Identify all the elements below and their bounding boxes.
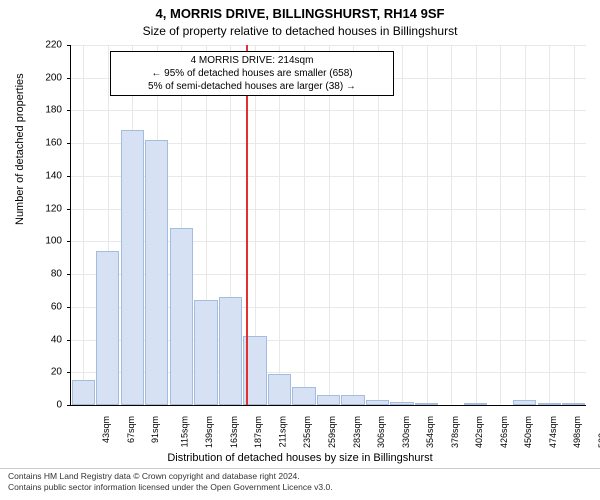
ytick-mark <box>67 340 71 341</box>
bar <box>390 402 413 405</box>
bar <box>317 395 340 405</box>
bar <box>96 251 119 405</box>
xtick-label: 498sqm <box>572 416 582 448</box>
xtick-label: 91sqm <box>150 416 160 443</box>
bar <box>366 400 389 405</box>
reference-line <box>246 45 248 405</box>
xtick-label: 235sqm <box>302 416 312 448</box>
xtick-label: 306sqm <box>376 416 386 448</box>
ytick-label: 60 <box>0 301 62 312</box>
gridline-v <box>476 45 477 405</box>
footer-line-1: Contains HM Land Registry data © Crown c… <box>8 471 592 482</box>
gridline-v <box>451 45 452 405</box>
ytick-label: 180 <box>0 105 62 116</box>
bar <box>268 374 291 405</box>
gridline-v <box>378 45 379 405</box>
ytick-label: 120 <box>0 203 62 214</box>
annotation-line: 5% of semi-detached houses are larger (3… <box>117 80 387 93</box>
ytick-mark <box>67 274 71 275</box>
annotation-box: 4 MORRIS DRIVE: 214sqm← 95% of detached … <box>110 51 394 96</box>
gridline-v <box>329 45 330 405</box>
xtick-label: 67sqm <box>126 416 136 443</box>
chart-subtitle: Size of property relative to detached ho… <box>0 24 600 38</box>
bar <box>145 140 168 405</box>
ytick-mark <box>67 209 71 210</box>
ytick-label: 20 <box>0 367 62 378</box>
ytick-label: 200 <box>0 72 62 83</box>
xtick-label: 211sqm <box>277 416 287 447</box>
footer-line-2: Contains public sector information licen… <box>8 482 592 493</box>
ytick-mark <box>67 372 71 373</box>
gridline-v <box>500 45 501 405</box>
ytick-mark <box>67 307 71 308</box>
xtick-label: 163sqm <box>229 416 239 448</box>
ytick-mark <box>67 110 71 111</box>
bar <box>538 403 561 405</box>
bar <box>194 300 217 405</box>
ytick-mark <box>67 143 71 144</box>
bar <box>513 400 536 405</box>
ytick-mark <box>67 241 71 242</box>
gridline-v <box>525 45 526 405</box>
xtick-label: 330sqm <box>401 416 411 448</box>
xtick-label: 378sqm <box>450 416 460 448</box>
ytick-label: 0 <box>0 400 62 411</box>
ytick-label: 80 <box>0 269 62 280</box>
bar <box>292 387 315 405</box>
ytick-label: 40 <box>0 334 62 345</box>
chart-title: 4, MORRIS DRIVE, BILLINGSHURST, RH14 9SF <box>0 6 600 21</box>
gridline-v <box>402 45 403 405</box>
bar <box>72 380 95 405</box>
ytick-label: 220 <box>0 40 62 51</box>
xtick-label: 139sqm <box>204 416 214 448</box>
annotation-line: 4 MORRIS DRIVE: 214sqm <box>117 54 387 67</box>
footer: Contains HM Land Registry data © Crown c… <box>0 468 600 498</box>
x-axis-label: Distribution of detached houses by size … <box>0 452 600 464</box>
bar <box>341 395 364 405</box>
xtick-label: 426sqm <box>499 416 509 448</box>
xtick-label: 43sqm <box>101 416 111 443</box>
ytick-mark <box>67 78 71 79</box>
ytick-mark <box>67 176 71 177</box>
xtick-label: 187sqm <box>253 416 263 448</box>
xtick-label: 283sqm <box>352 416 362 448</box>
bar <box>121 130 144 405</box>
ytick-label: 160 <box>0 138 62 149</box>
plot-area <box>70 45 586 406</box>
xtick-label: 354sqm <box>425 416 435 448</box>
xtick-label: 450sqm <box>523 416 533 448</box>
bar <box>562 403 585 405</box>
ytick-mark <box>67 45 71 46</box>
bar <box>464 403 487 405</box>
gridline-v <box>549 45 550 405</box>
annotation-line: ← 95% of detached houses are smaller (65… <box>117 67 387 80</box>
gridline-v <box>279 45 280 405</box>
ytick-mark <box>67 405 71 406</box>
gridline-v <box>574 45 575 405</box>
bar <box>219 297 242 405</box>
xtick-label: 259sqm <box>327 416 337 448</box>
gridline-v <box>353 45 354 405</box>
ytick-label: 140 <box>0 170 62 181</box>
xtick-label: 474sqm <box>548 416 558 448</box>
ytick-label: 100 <box>0 236 62 247</box>
bar <box>415 403 438 405</box>
gridline-v <box>427 45 428 405</box>
bar <box>170 228 193 405</box>
xtick-label: 402sqm <box>474 416 484 448</box>
gridline-v <box>83 45 84 405</box>
xtick-label: 115sqm <box>179 416 189 447</box>
gridline-v <box>304 45 305 405</box>
